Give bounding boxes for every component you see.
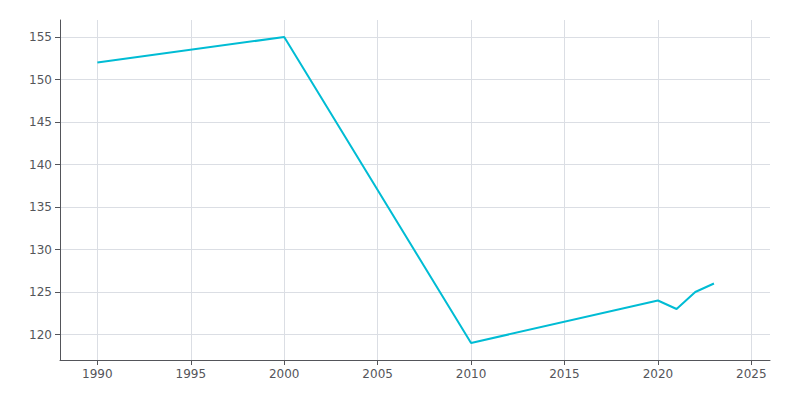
svg-text:1995: 1995 [176, 367, 207, 381]
svg-text:120: 120 [29, 328, 52, 342]
svg-text:2020: 2020 [643, 367, 674, 381]
svg-text:125: 125 [29, 285, 52, 299]
svg-text:135: 135 [29, 200, 52, 214]
svg-text:2010: 2010 [456, 367, 487, 381]
svg-text:1990: 1990 [82, 367, 113, 381]
svg-text:2000: 2000 [269, 367, 300, 381]
svg-text:155: 155 [29, 30, 52, 44]
svg-text:2015: 2015 [549, 367, 580, 381]
svg-text:2005: 2005 [362, 367, 393, 381]
svg-text:150: 150 [29, 73, 52, 87]
svg-text:140: 140 [29, 158, 52, 172]
svg-text:130: 130 [29, 243, 52, 257]
svg-text:145: 145 [29, 115, 52, 129]
svg-text:2025: 2025 [736, 367, 767, 381]
